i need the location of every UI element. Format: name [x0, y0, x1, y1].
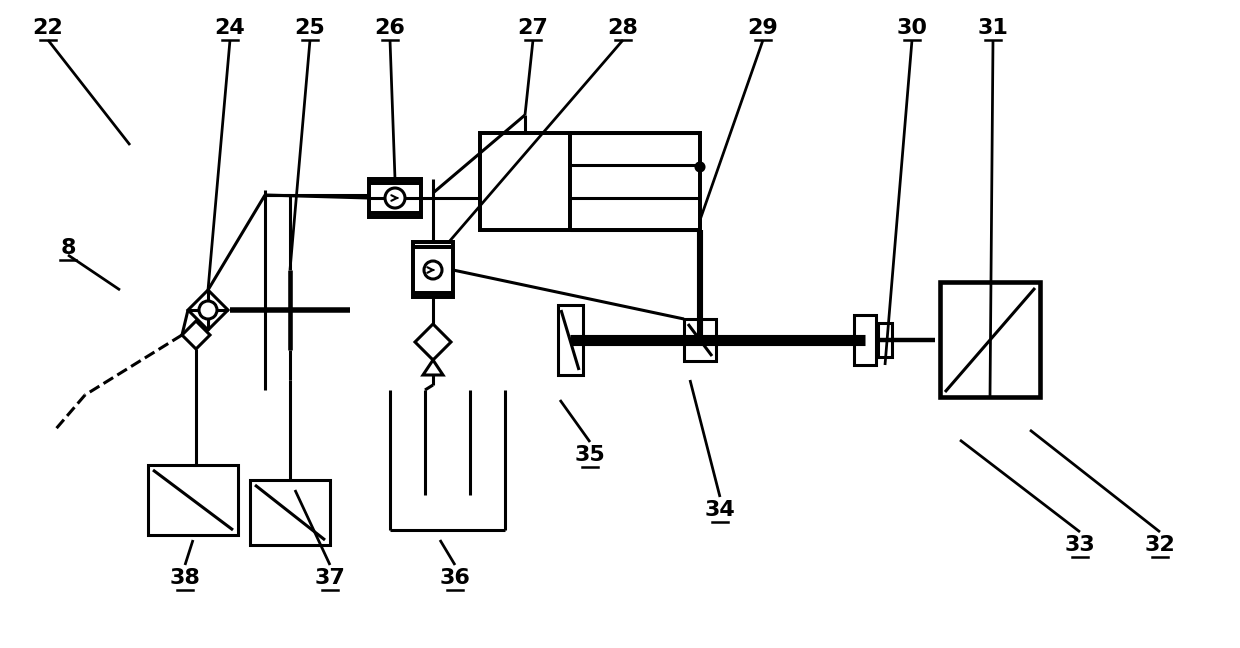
Bar	[940, 282, 1040, 397]
Circle shape	[198, 301, 217, 319]
Text: 28: 28	[608, 18, 639, 38]
Text: 32: 32	[1145, 535, 1176, 555]
Text: 38: 38	[170, 568, 201, 588]
Bar	[480, 133, 701, 230]
Polygon shape	[188, 290, 228, 330]
Bar	[250, 480, 330, 545]
Text: 34: 34	[704, 500, 735, 520]
Polygon shape	[182, 321, 210, 349]
Polygon shape	[423, 360, 443, 375]
Text: 35: 35	[574, 445, 605, 465]
Text: 36: 36	[439, 568, 470, 588]
Circle shape	[696, 163, 704, 171]
Bar	[558, 305, 583, 375]
Text: 37: 37	[315, 568, 346, 588]
Text: 26: 26	[374, 18, 405, 38]
Text: 29: 29	[748, 18, 779, 38]
Text: 33: 33	[1065, 535, 1095, 555]
Text: 8: 8	[61, 238, 76, 258]
Text: 25: 25	[295, 18, 325, 38]
Polygon shape	[415, 324, 451, 360]
Text: 27: 27	[517, 18, 548, 38]
Circle shape	[424, 261, 441, 279]
Text: 31: 31	[977, 18, 1008, 38]
Circle shape	[384, 188, 405, 208]
Text: 30: 30	[897, 18, 928, 38]
Bar	[413, 242, 453, 297]
Bar	[684, 319, 715, 361]
Bar	[148, 465, 238, 535]
Bar	[854, 315, 875, 365]
Text: 22: 22	[32, 18, 63, 38]
Text: 24: 24	[215, 18, 246, 38]
Bar	[370, 179, 422, 217]
Bar	[878, 323, 892, 357]
